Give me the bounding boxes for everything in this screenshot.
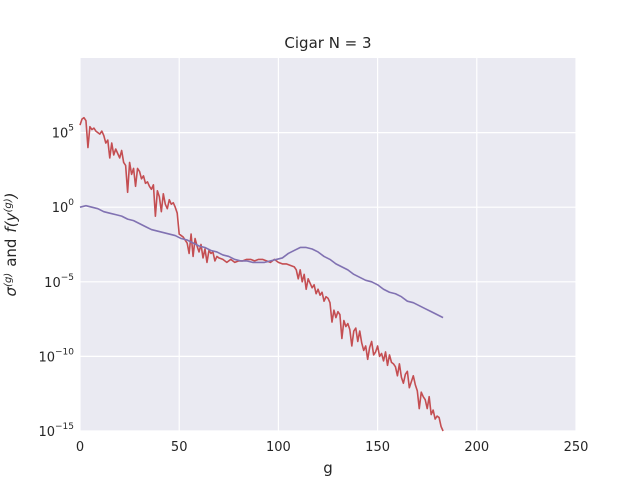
y-label-sigma: σ — [2, 286, 20, 296]
y-label-close: ) — [2, 193, 20, 200]
y-tick-label-4: 10−15 — [38, 422, 74, 440]
sigma_series-line — [79, 204, 444, 319]
y-label-f: f(y — [2, 211, 20, 232]
x-axis-label: g — [323, 459, 333, 477]
f_series-line — [79, 116, 444, 432]
y-label-and: and — [2, 239, 20, 267]
y-tick-label-2: 10−5 — [44, 273, 74, 291]
x-axis-ticks: 0 50 100 150 200 250 — [76, 440, 589, 455]
grid — [79, 58, 577, 432]
y-tick-label-1: 100 — [52, 198, 75, 216]
y-tick-label-0: 105 — [52, 124, 74, 142]
x-tick-label-0: 0 — [76, 440, 84, 455]
x-tick-label-4: 200 — [464, 440, 489, 455]
x-tick-label-1: 50 — [171, 440, 188, 455]
y-label-f-sup: (g) — [3, 198, 14, 212]
y-axis-ticks: 105 100 10−5 10−10 10−15 — [38, 124, 74, 440]
y-tick-label-3: 10−10 — [38, 347, 74, 365]
series-layer — [79, 116, 444, 432]
y-label-sigma-sup: (g) — [3, 273, 14, 287]
x-tick-label-3: 150 — [365, 440, 390, 455]
x-tick-label-2: 100 — [266, 440, 291, 455]
x-tick-label-5: 250 — [564, 440, 589, 455]
y-axis-label: σ(g)andf(y(g)) — [2, 193, 20, 297]
chart-title: Cigar N = 3 — [284, 34, 371, 52]
plot-area — [80, 58, 576, 431]
